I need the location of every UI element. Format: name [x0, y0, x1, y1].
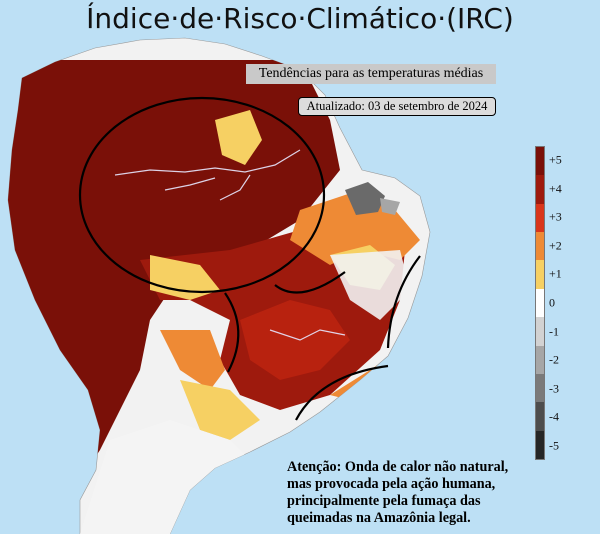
heat-zone-plus3 [240, 300, 350, 380]
legend-swatch [536, 430, 544, 459]
legend-label: 0 [549, 295, 555, 310]
note-line-2: mas provocada pela ação humana, [287, 476, 496, 492]
legend-label: +2 [549, 238, 562, 253]
update-date-badge: Atualizado: 03 de setembro de 2024 [298, 97, 496, 116]
amazon-ellipse [78, 96, 326, 294]
legend-label: +1 [549, 266, 562, 281]
legend-label: -1 [549, 324, 559, 339]
annotation-arc-2 [274, 271, 346, 294]
legend-swatch [536, 402, 544, 431]
legend-label: -5 [549, 438, 559, 453]
annotation-arc-3 [386, 255, 421, 349]
legend-label: +3 [549, 209, 562, 224]
cold-zone [345, 182, 385, 215]
legend-label: +4 [549, 181, 562, 196]
legend-swatch [536, 232, 544, 261]
annotation-arc-4 [295, 364, 389, 421]
legend-colorbar [535, 146, 545, 460]
note-line-4: queimadas na Amazônia legal. [287, 510, 471, 526]
legend-swatch [536, 317, 544, 346]
legend-labels: +5 +4 +3 +2 +1 0 -1 -2 -3 -4 -5 [549, 146, 589, 460]
legend-swatch [536, 203, 544, 233]
legend-swatch [536, 260, 544, 289]
legend-label: -2 [549, 352, 559, 367]
warning-note: Atenção: Onda de calor não natural, mas … [287, 459, 587, 527]
legend-swatch [536, 373, 544, 403]
legend-label: -3 [549, 381, 559, 396]
map-subtitle: Tendências para as temperaturas médias [246, 64, 496, 84]
legend-label: +5 [549, 152, 562, 167]
note-line-1: Atenção: Onda de calor não natural, [287, 459, 509, 475]
annotation-arc-1 [224, 292, 240, 373]
legend-swatch [536, 147, 544, 176]
legend-swatch [536, 288, 544, 318]
legend-swatch [536, 345, 544, 374]
legend-label: -4 [549, 409, 559, 424]
note-line-3: principalmente pela fumaça das [287, 493, 481, 509]
legend-swatch [536, 175, 544, 204]
map-title: Índice·de·Risco·Climático·(IRC) [86, 2, 514, 35]
